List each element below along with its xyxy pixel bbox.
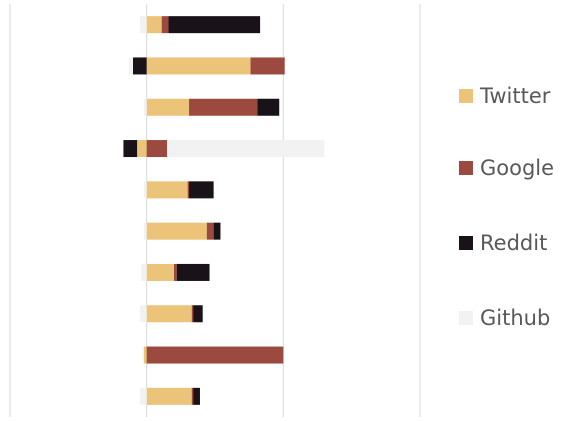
- legend-label-github: Github: [480, 306, 550, 330]
- bar-google-9: [146, 346, 284, 364]
- legend-swatch-github: [459, 311, 473, 325]
- bars: [123, 16, 325, 405]
- bar-twitter-4: [137, 140, 147, 158]
- bar-github-1: [139, 16, 147, 34]
- bar-github-8: [139, 305, 147, 323]
- legend-swatch-twitter: [459, 89, 473, 103]
- bar-reddit-5: [189, 181, 214, 199]
- bar-reddit-8: [193, 305, 203, 323]
- bar-github-3: [143, 98, 147, 116]
- bar-twitter-5: [146, 181, 188, 199]
- bar-reddit-2: [133, 57, 147, 75]
- bar-google-4: [146, 140, 168, 158]
- bar-google-5: [187, 181, 190, 199]
- bar-twitter-2: [146, 57, 251, 75]
- bar-twitter-9: [143, 346, 147, 364]
- legend-label-twitter: Twitter: [479, 84, 551, 108]
- bar-github-4: [167, 140, 325, 158]
- bar-google-3: [189, 98, 258, 116]
- bar-reddit-3: [257, 98, 280, 116]
- bar-google-10: [191, 387, 194, 405]
- bar-google-7: [174, 263, 177, 281]
- bar-github-2: [128, 57, 133, 75]
- legend-label-google: Google: [480, 156, 554, 180]
- legend-item-twitter: Twitter: [459, 84, 551, 108]
- bar-github-7: [141, 263, 147, 281]
- legend-item-github: Github: [459, 306, 550, 330]
- bar-google-1: [161, 16, 169, 34]
- bar-google-8: [191, 305, 194, 323]
- legend-label-reddit: Reddit: [480, 231, 547, 255]
- bar-reddit-6: [213, 222, 221, 240]
- bar-twitter-7: [146, 263, 174, 281]
- legend-item-reddit: Reddit: [459, 231, 547, 255]
- legend-swatch-reddit: [459, 236, 473, 250]
- bar-reddit-7: [176, 263, 210, 281]
- bar-github-5: [143, 181, 147, 199]
- bar-reddit-4: [123, 140, 138, 158]
- bar-github-6: [143, 222, 147, 240]
- legend-item-google: Google: [459, 156, 554, 180]
- bar-google-6: [206, 222, 214, 240]
- bar-github-9: [142, 346, 144, 364]
- bar-twitter-8: [146, 305, 192, 323]
- bar-twitter-3: [146, 98, 190, 116]
- bar-twitter-6: [146, 222, 207, 240]
- bar-reddit-10: [193, 387, 200, 405]
- bar-twitter-1: [146, 16, 162, 34]
- legend-swatch-google: [459, 161, 473, 175]
- bar-google-2: [250, 57, 285, 75]
- legend: Twitter Google Reddit Github: [459, 84, 554, 330]
- bar-github-10: [139, 387, 147, 405]
- bar-reddit-1: [168, 16, 261, 34]
- bar-twitter-10: [146, 387, 192, 405]
